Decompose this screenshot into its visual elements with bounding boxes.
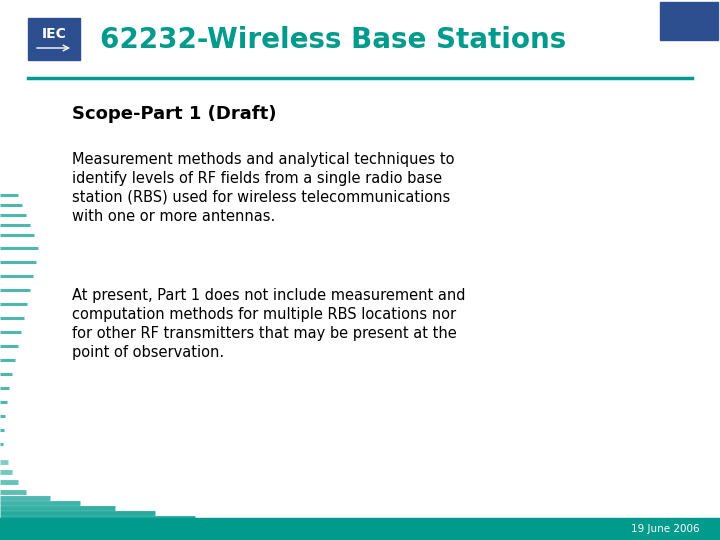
Text: computation methods for multiple RBS locations nor: computation methods for multiple RBS loc… [72,307,456,322]
Text: Scope-Part 1 (Draft): Scope-Part 1 (Draft) [72,105,276,123]
Text: with one or more antennas.: with one or more antennas. [72,209,275,224]
Text: point of observation.: point of observation. [72,345,224,360]
Text: station (RBS) used for wireless telecommunications: station (RBS) used for wireless telecomm… [72,190,450,205]
Text: IEC: IEC [42,27,66,41]
Text: Measurement methods and analytical techniques to: Measurement methods and analytical techn… [72,152,454,167]
Text: 62232-Wireless Base Stations: 62232-Wireless Base Stations [100,26,566,54]
Text: for other RF transmitters that may be present at the: for other RF transmitters that may be pr… [72,326,456,341]
Text: At present, Part 1 does not include measurement and: At present, Part 1 does not include meas… [72,288,466,303]
Bar [0,518,720,540]
Bar [28,18,80,60]
Text: identify levels of RF fields from a single radio base: identify levels of RF fields from a sing… [72,171,442,186]
Text: 19 June 2006: 19 June 2006 [631,524,700,534]
Bar [660,2,718,40]
